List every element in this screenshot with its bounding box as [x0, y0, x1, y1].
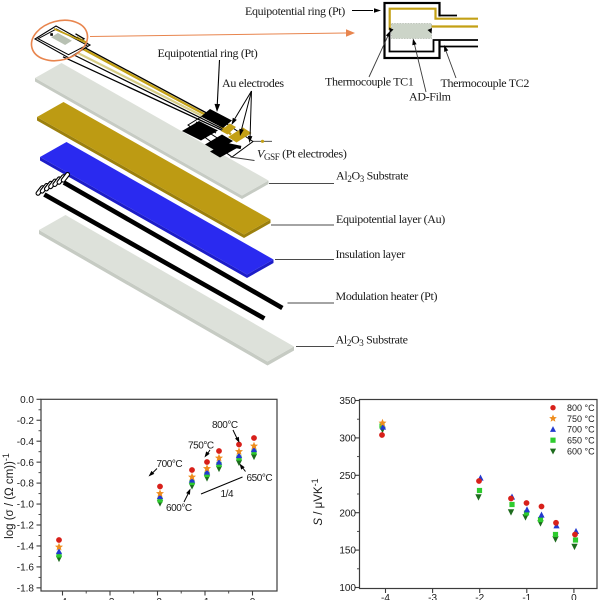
svg-text:Thermocouple TC1: Thermocouple TC1	[325, 75, 414, 89]
svg-text:-0.4: -0.4	[17, 437, 35, 448]
svg-text:-3: -3	[106, 597, 115, 600]
svg-text:750 °C: 750 °C	[567, 414, 595, 424]
svg-text:-3: -3	[428, 593, 437, 600]
svg-text:Al2O3 Substrate: Al2O3 Substrate	[336, 169, 408, 185]
svg-text:1/4: 1/4	[221, 489, 234, 500]
svg-text:-0.2: -0.2	[17, 416, 35, 427]
svg-text:-0.8: -0.8	[17, 479, 35, 490]
svg-text:0: 0	[571, 593, 577, 600]
svg-text:100: 100	[339, 583, 356, 594]
svg-text:Equipotential layer (Au): Equipotential layer (Au)	[336, 212, 445, 226]
svg-text:AD-Film: AD-Film	[409, 90, 452, 104]
svg-text:VGSF (Pt electrodes): VGSF (Pt electrodes)	[257, 147, 347, 163]
svg-text:600 °C: 600 °C	[567, 446, 595, 456]
svg-text:-1.6: -1.6	[17, 563, 35, 574]
svg-text:-2: -2	[475, 593, 484, 600]
svg-text:Au electrodes: Au electrodes	[222, 76, 284, 90]
svg-text:150: 150	[339, 546, 356, 557]
svg-text:-4: -4	[58, 597, 67, 600]
svg-text:-4: -4	[381, 593, 390, 600]
svg-text:Insulation layer: Insulation layer	[336, 247, 406, 261]
svg-text:-0.6: -0.6	[17, 458, 35, 469]
svg-text:200: 200	[339, 508, 356, 519]
svg-text:-1.0: -1.0	[17, 500, 35, 511]
svg-text:S / μVK-1: S / μVK-1	[310, 478, 325, 525]
svg-text:-1.2: -1.2	[17, 521, 35, 532]
svg-text:250: 250	[339, 471, 356, 482]
svg-text:-1: -1	[201, 597, 210, 600]
svg-text:-2: -2	[153, 597, 162, 600]
svg-text:800°C: 800°C	[212, 420, 238, 431]
svg-text:700°C: 700°C	[157, 459, 183, 470]
svg-text:-1: -1	[522, 593, 531, 600]
svg-text:650 °C: 650 °C	[567, 435, 595, 445]
svg-text:800 °C: 800 °C	[567, 403, 595, 413]
svg-text:0.0: 0.0	[20, 395, 34, 406]
svg-text:Al2O3 Substrate: Al2O3 Substrate	[336, 333, 408, 349]
svg-text:Equipotential ring (Pt): Equipotential ring (Pt)	[158, 46, 258, 60]
svg-text:750°C: 750°C	[188, 441, 214, 452]
svg-text:350: 350	[339, 396, 356, 407]
svg-text:log (σ / (Ω cm))-1: log (σ / (Ω cm))-1	[1, 453, 16, 539]
svg-text:-1.8: -1.8	[17, 583, 35, 594]
svg-text:600°C: 600°C	[166, 503, 192, 514]
svg-text:650°C: 650°C	[247, 473, 273, 484]
svg-text:300: 300	[339, 434, 356, 445]
svg-text:Modulation heater (Pt): Modulation heater (Pt)	[336, 289, 438, 303]
svg-text:700 °C: 700 °C	[567, 425, 595, 435]
svg-text:-1.4: -1.4	[17, 542, 35, 553]
svg-text:0: 0	[250, 597, 256, 600]
svg-text:Equipotential ring (Pt): Equipotential ring (Pt)	[245, 4, 345, 18]
svg-text:Thermocouple TC2: Thermocouple TC2	[441, 76, 530, 90]
